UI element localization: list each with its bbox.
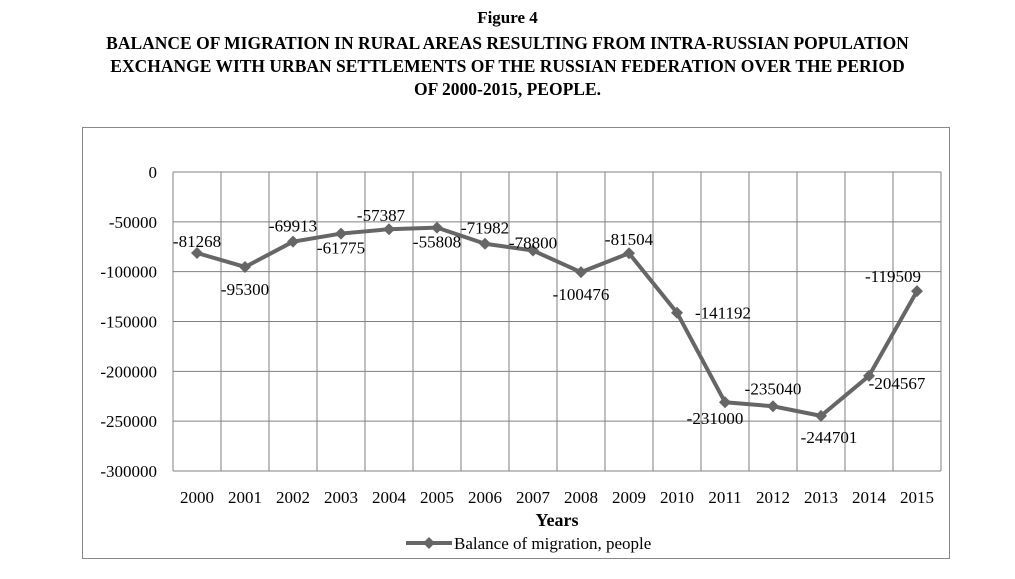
x-tick-label: 2004 bbox=[372, 488, 407, 507]
data-label: -55808 bbox=[413, 233, 461, 252]
y-tick-label: -50000 bbox=[109, 213, 157, 232]
legend-marker bbox=[423, 537, 435, 549]
x-tick-label: 2003 bbox=[324, 488, 358, 507]
data-point bbox=[575, 266, 587, 279]
x-tick-label: 2001 bbox=[228, 488, 262, 507]
x-tick-label: 2009 bbox=[612, 488, 646, 507]
data-point bbox=[719, 396, 731, 409]
chart-frame bbox=[82, 127, 950, 559]
x-tick-label: 2010 bbox=[660, 488, 694, 507]
y-tick-label: -100000 bbox=[100, 263, 157, 282]
x-tick-label: 2015 bbox=[900, 488, 934, 507]
y-axis-ticks: 0 -50000 -100000 -150000 -200000 -250000 -3000… bbox=[100, 163, 157, 481]
data-point bbox=[431, 221, 443, 234]
data-label: -100476 bbox=[553, 285, 610, 304]
figure-title: BALANCE OF MIGRATION IN RURAL AREAS RESU… bbox=[10, 32, 1005, 101]
data-point bbox=[767, 400, 779, 413]
data-label: -78800 bbox=[509, 234, 557, 253]
data-point bbox=[815, 409, 827, 422]
data-label: -244701 bbox=[801, 428, 858, 447]
x-tick-label: 2011 bbox=[708, 488, 741, 507]
data-label: -141192 bbox=[695, 304, 751, 323]
data-label: -71982 bbox=[461, 219, 509, 238]
data-label: -95300 bbox=[221, 280, 269, 299]
legend-label: Balance of migration, people bbox=[454, 534, 651, 553]
data-point bbox=[479, 237, 491, 250]
x-axis-ticks: 2000 2001 2002 2003 2004 2005 2006 2007 2008 2009… bbox=[180, 488, 934, 507]
y-tick-label: -150000 bbox=[100, 313, 157, 332]
series-layer bbox=[191, 221, 923, 422]
data-point bbox=[671, 306, 683, 319]
data-label: -61775 bbox=[317, 239, 365, 258]
x-tick-label: 2012 bbox=[756, 488, 790, 507]
data-label: -119509 bbox=[865, 267, 921, 286]
data-labels: -81268 -95300 -69913-61775 -57387 -55808-719… bbox=[173, 206, 926, 447]
data-label: -204567 bbox=[869, 374, 926, 393]
data-point bbox=[383, 223, 395, 236]
x-tick-label: 2014 bbox=[852, 488, 887, 507]
figure-title-line-3: OF 2000-2015, PEOPLE. bbox=[414, 79, 601, 99]
data-point bbox=[623, 247, 635, 260]
legend: Balance of migration, people bbox=[406, 534, 651, 553]
data-point bbox=[239, 260, 251, 273]
data-point bbox=[863, 369, 875, 382]
x-tick-label: 2002 bbox=[276, 488, 310, 507]
data-point bbox=[911, 285, 923, 298]
y-tick-label: -300000 bbox=[100, 462, 157, 481]
x-tick-label: 2005 bbox=[420, 488, 454, 507]
series-line bbox=[196, 225, 919, 418]
data-point bbox=[191, 246, 203, 259]
y-tick-label: -200000 bbox=[100, 362, 157, 381]
data-label: -69913 bbox=[269, 217, 317, 236]
x-tick-label: 2000 bbox=[180, 488, 214, 507]
data-label: -57387 bbox=[357, 206, 406, 225]
x-axis-title: Years bbox=[536, 510, 579, 530]
data-point bbox=[287, 235, 299, 248]
data-label: -81268 bbox=[173, 232, 221, 251]
figure-title-line-2: EXCHANGE WITH URBAN SETTLEMENTS OF THE R… bbox=[110, 56, 905, 76]
data-label: -81504 bbox=[605, 230, 654, 249]
grid-lines bbox=[172, 171, 942, 472]
x-tick-label: 2008 bbox=[564, 488, 598, 507]
y-tick-label: 0 bbox=[149, 163, 158, 182]
data-label: -231000 bbox=[687, 409, 744, 428]
data-label: -235040 bbox=[745, 379, 802, 398]
data-point bbox=[335, 227, 347, 240]
figure-label: Figure 4 bbox=[477, 8, 538, 27]
x-tick-label: 2007 bbox=[516, 488, 551, 507]
data-point bbox=[527, 244, 539, 257]
x-tick-label: 2013 bbox=[804, 488, 838, 507]
figure-title-line-1: BALANCE OF MIGRATION IN RURAL AREAS RESU… bbox=[106, 33, 909, 53]
x-tick-label: 2006 bbox=[468, 488, 502, 507]
y-tick-label: -250000 bbox=[100, 412, 157, 431]
